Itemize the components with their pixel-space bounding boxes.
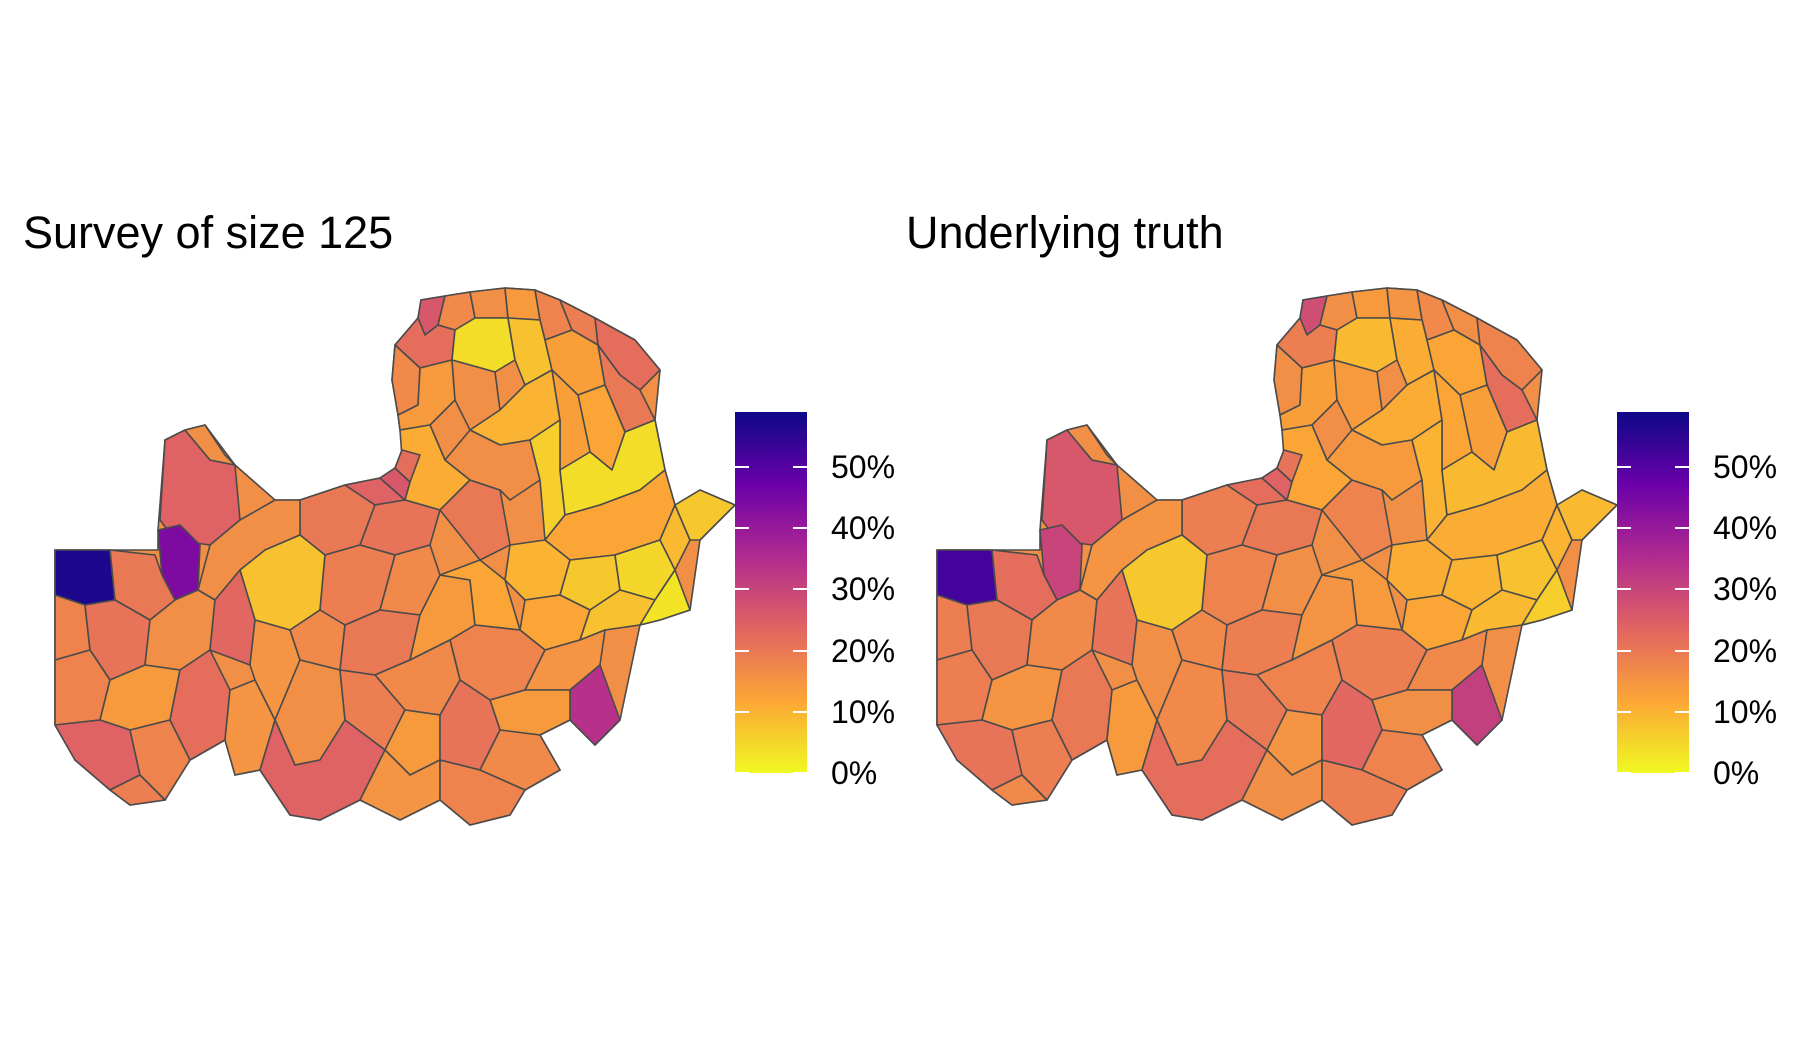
panel-title-survey: Survey of size 125 — [23, 207, 394, 258]
region-north-2 — [1351, 287, 1391, 319]
colorbar-tick-label: 50% — [1713, 449, 1778, 486]
region-central-e3 — [674, 489, 736, 541]
colorbar-tick-label: 30% — [831, 571, 896, 608]
region-south-6 — [259, 719, 386, 821]
region-south-5 — [1361, 729, 1443, 791]
colorbar-tick-mark — [735, 466, 749, 469]
colorbar-tick-label: 40% — [1713, 510, 1778, 547]
colorbar-tick-label: 0% — [1713, 755, 1760, 791]
colorbar-tick-mark — [1617, 772, 1631, 774]
region-eastern-6 — [639, 569, 691, 626]
region-south-6 — [1141, 719, 1268, 821]
region-south-8 — [439, 759, 526, 826]
colorbar-tick-label: 30% — [1713, 571, 1778, 608]
colorbar-tick-label: 10% — [831, 693, 896, 730]
colorbar-tick-mark — [1617, 710, 1631, 713]
colorbar-tick-mark — [735, 710, 749, 713]
colorbar-tick-mark — [1617, 466, 1631, 469]
colorbar-tick-label: 0% — [831, 755, 878, 791]
colorbar-tick-mark — [735, 588, 749, 591]
colorbar-survey — [735, 412, 807, 773]
region-south-5 — [479, 729, 561, 791]
colorbar-tick-mark — [1675, 710, 1689, 713]
region-lusaka-5 — [1371, 689, 1453, 736]
colorbar-tick-mark — [1675, 649, 1689, 652]
region-southwest-5 — [991, 774, 1048, 806]
region-nw-extra — [184, 424, 236, 466]
region-south-8 — [1321, 759, 1408, 826]
colorbar-tick-mark — [735, 772, 749, 774]
region-southwest-1 — [936, 719, 1023, 791]
colorbar-tick-mark — [793, 588, 807, 591]
colorbar-truth — [1617, 412, 1689, 773]
map-survey — [54, 287, 737, 826]
colorbar-tick-mark — [1675, 588, 1689, 591]
colorbar-tick-mark — [793, 466, 807, 469]
colorbar-tick-mark — [735, 649, 749, 652]
map-regions-truth — [936, 287, 1619, 826]
region-west-1 — [936, 549, 998, 606]
colorbar-tick-mark — [1617, 649, 1631, 652]
colorbar-tick-mark — [1617, 588, 1631, 591]
colorbar-tick-label: 20% — [831, 632, 896, 669]
colorbar-tick-mark — [793, 649, 807, 652]
colorbar-tick-mark — [793, 710, 807, 713]
colorbar-tick-mark — [1675, 527, 1689, 530]
colorbar-tick-mark — [1617, 527, 1631, 530]
colorbar-tick-label: 20% — [1713, 632, 1778, 669]
region-central-e3 — [1556, 489, 1618, 541]
colorbar-tick-label: 40% — [831, 510, 896, 547]
region-copperbelt-5 — [1276, 449, 1303, 483]
region-nw-extra — [1066, 424, 1118, 466]
map-regions-survey — [54, 287, 737, 826]
colorbar-tick-mark — [793, 772, 807, 774]
colorbar-tick-mark — [1675, 772, 1689, 774]
region-southwest-5 — [109, 774, 166, 806]
region-eastern-6 — [1521, 569, 1573, 626]
panel-title-truth: Underlying truth — [906, 207, 1224, 258]
region-copperbelt-5 — [394, 449, 421, 483]
colorbar-tick-label: 10% — [1713, 693, 1778, 730]
colorbar-tick-mark — [793, 527, 807, 530]
colorbar-tick-label: 50% — [831, 449, 896, 486]
colorbar-tick-mark — [1675, 466, 1689, 469]
colorbar-tick-mark — [735, 527, 749, 530]
